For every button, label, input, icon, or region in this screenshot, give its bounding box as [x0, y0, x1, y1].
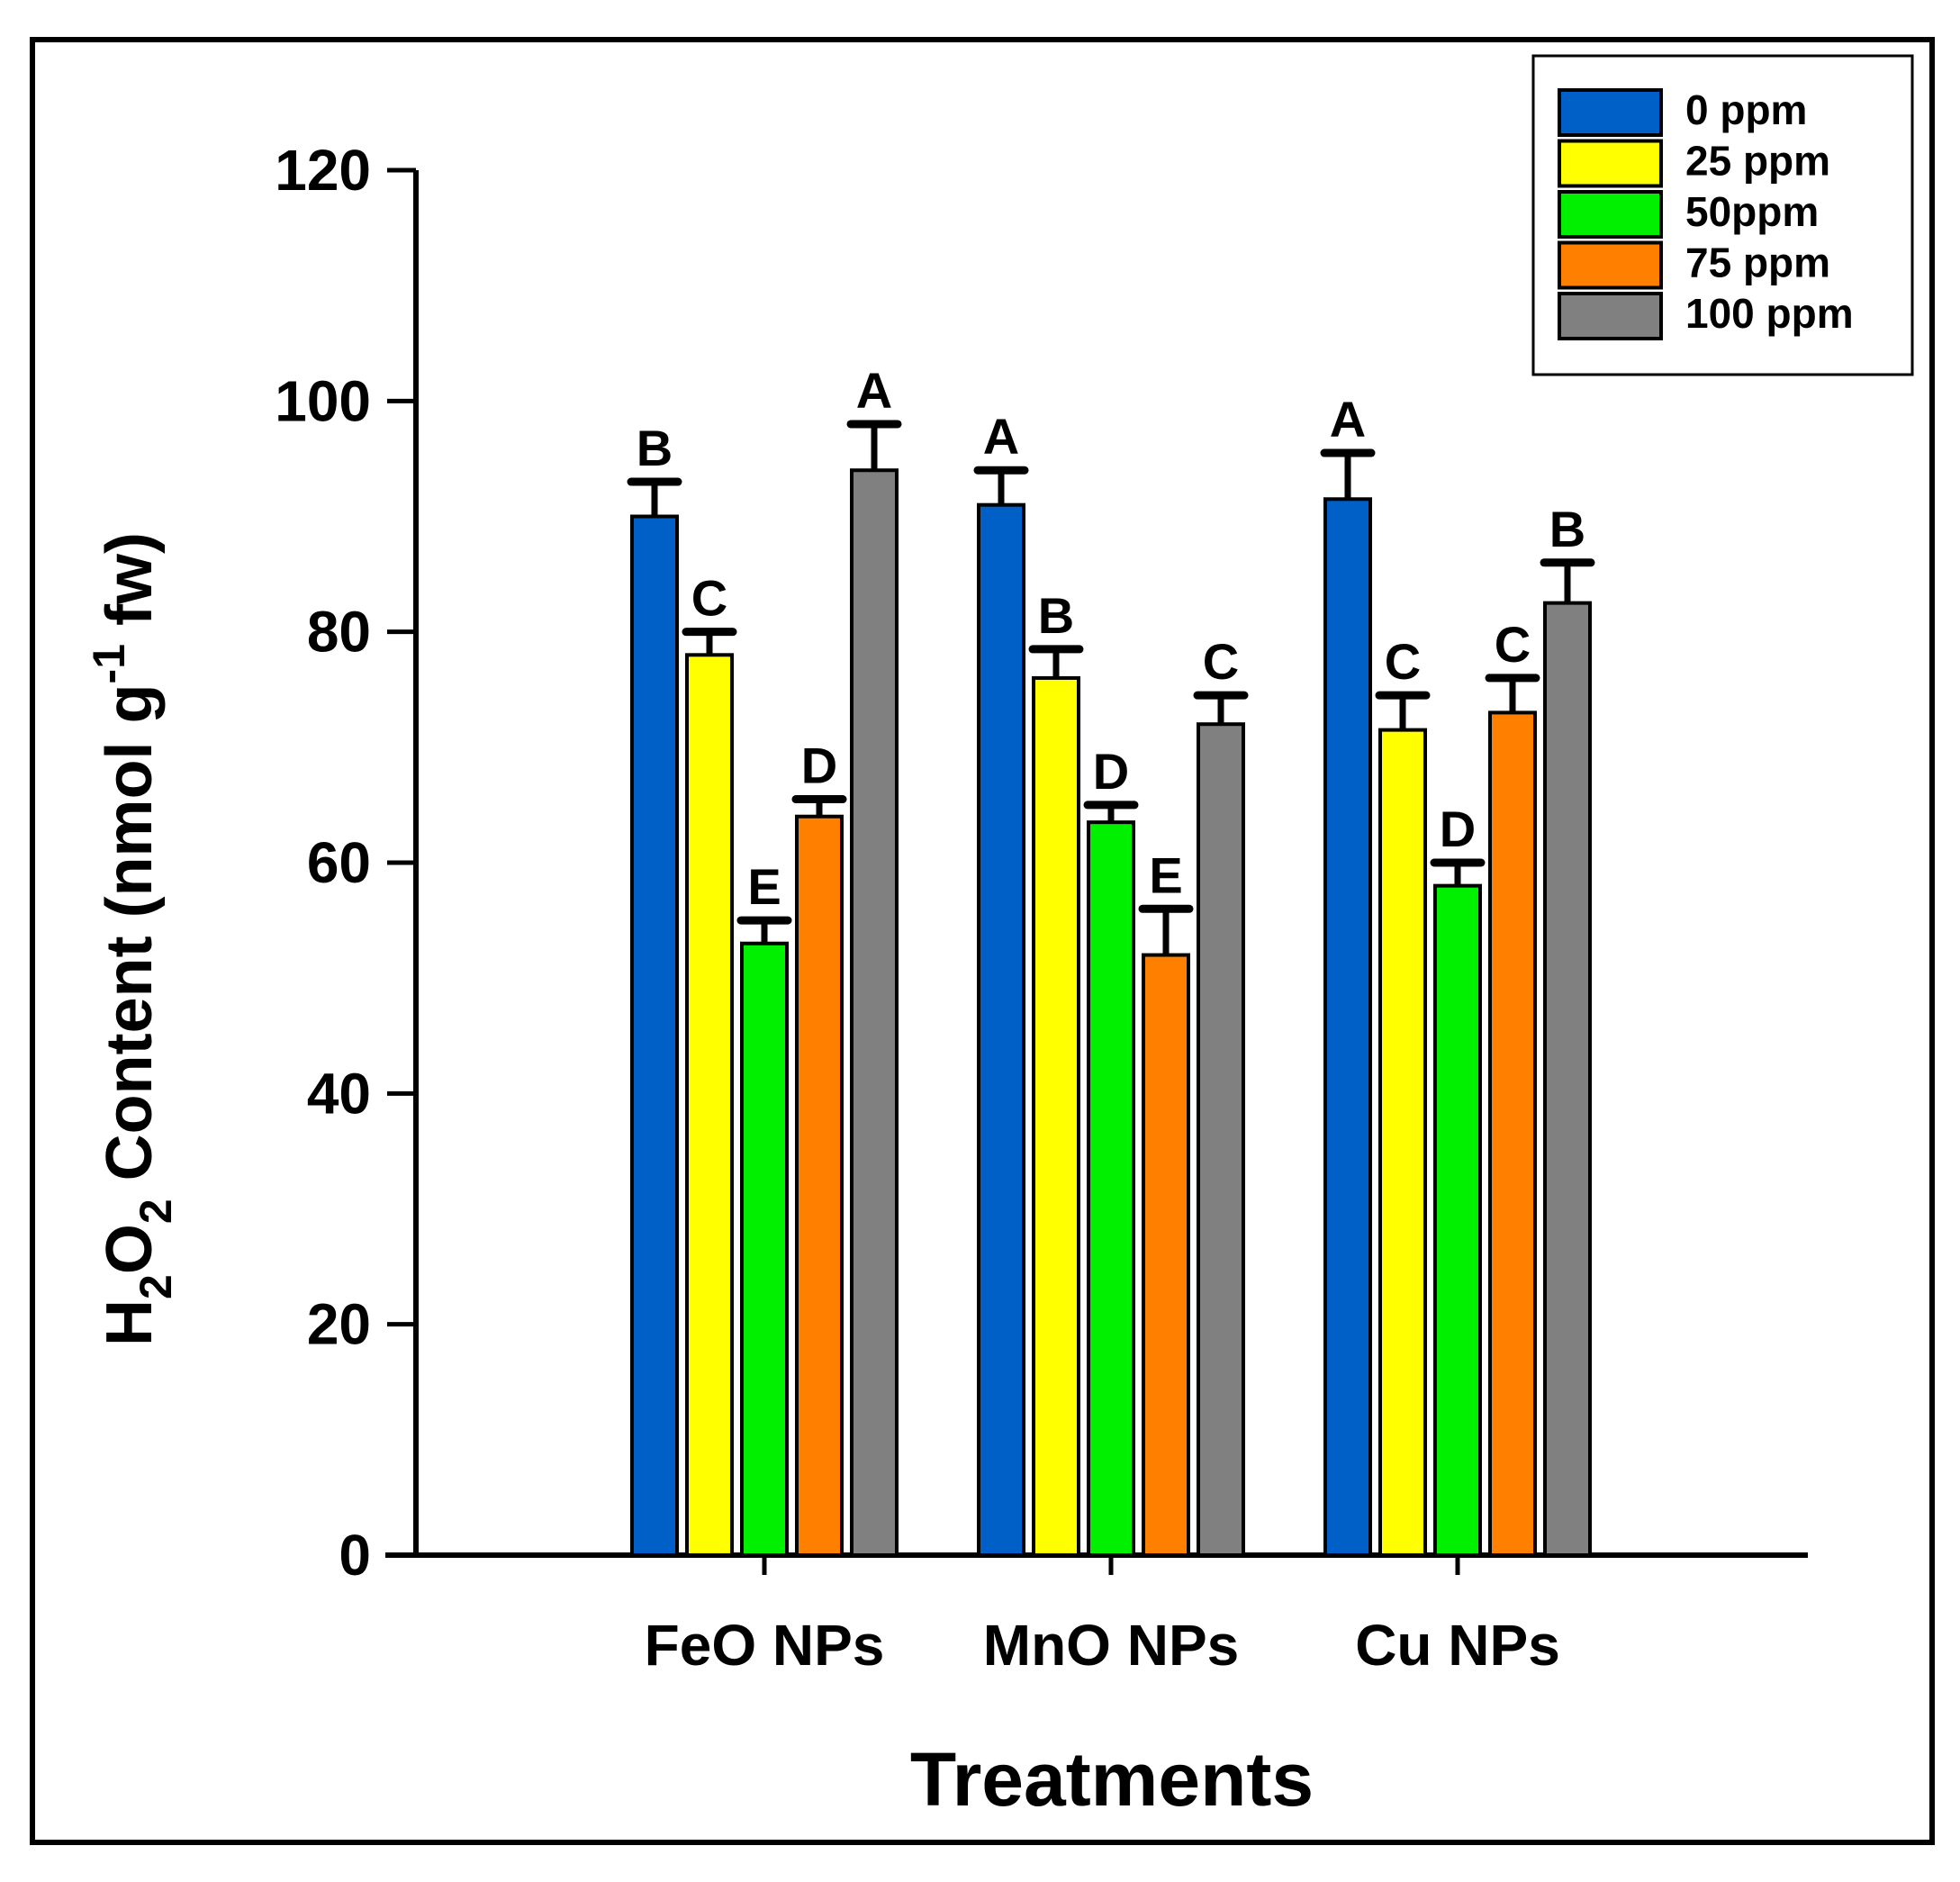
x-axis: FeO NPs MnO NPs Cu NPs	[385, 1552, 1808, 1678]
bar	[977, 502, 1025, 1557]
y-axis-title: H2O2 Content (nmol g-1 fw)	[84, 532, 181, 1346]
significance-letter: C	[1495, 616, 1531, 673]
y-axis: 0 20 40 60 80 100 120	[275, 138, 419, 1588]
bar	[685, 653, 734, 1557]
legend-label: 25 ppm	[1685, 138, 1830, 185]
bar	[1378, 728, 1427, 1557]
bar	[850, 468, 899, 1558]
bar	[1543, 601, 1592, 1557]
legend-swatch	[1558, 292, 1663, 340]
significance-letter: C	[1203, 633, 1239, 690]
y-tick-label: 80	[307, 600, 371, 665]
bar	[1032, 675, 1080, 1557]
significance-letter: B	[637, 420, 673, 476]
x-tick-label: MnO NPs	[983, 1613, 1239, 1678]
significance-letter: A	[983, 408, 1019, 465]
x-axis-title: Treatments	[910, 1737, 1314, 1822]
significance-letter: D	[801, 737, 837, 794]
x-tick-label: FeO NPs	[645, 1613, 885, 1678]
y-tick-label: 40	[307, 1061, 371, 1126]
significance-letter: E	[1149, 846, 1182, 903]
legend-swatch	[1558, 190, 1663, 239]
legend-swatch	[1558, 240, 1663, 290]
bar	[1142, 953, 1190, 1557]
legend-label: 50ppm	[1685, 188, 1819, 235]
bar	[630, 514, 679, 1557]
bar	[1197, 722, 1245, 1557]
significance-letter: B	[1549, 501, 1585, 557]
y-tick-label: 120	[275, 138, 371, 203]
y-tick-label: 60	[307, 830, 371, 895]
bar	[740, 941, 789, 1557]
significance-letter: D	[1440, 801, 1476, 857]
y-tick-label: 100	[275, 368, 371, 433]
bar	[795, 814, 844, 1557]
significance-letter: C	[1385, 633, 1421, 690]
bar	[1087, 820, 1135, 1557]
significance-letter: B	[1038, 587, 1074, 644]
significance-letter: D	[1093, 743, 1129, 800]
x-tick-label: Cu NPs	[1355, 1613, 1560, 1678]
significance-letter: A	[856, 362, 892, 419]
y-tick-label: 20	[307, 1292, 371, 1357]
legend-label: 0 ppm	[1685, 86, 1807, 133]
significance-letter: C	[691, 570, 727, 627]
legend-label: 75 ppm	[1685, 240, 1830, 286]
significance-letter: A	[1330, 391, 1366, 448]
legend-swatch	[1558, 88, 1663, 137]
bar	[1433, 883, 1482, 1557]
legend-label: 100 ppm	[1685, 290, 1854, 337]
legend-swatch	[1558, 139, 1663, 188]
bar	[1488, 710, 1537, 1557]
bar	[1323, 497, 1372, 1557]
y-tick-label: 0	[339, 1523, 371, 1588]
significance-letter: E	[747, 858, 781, 915]
